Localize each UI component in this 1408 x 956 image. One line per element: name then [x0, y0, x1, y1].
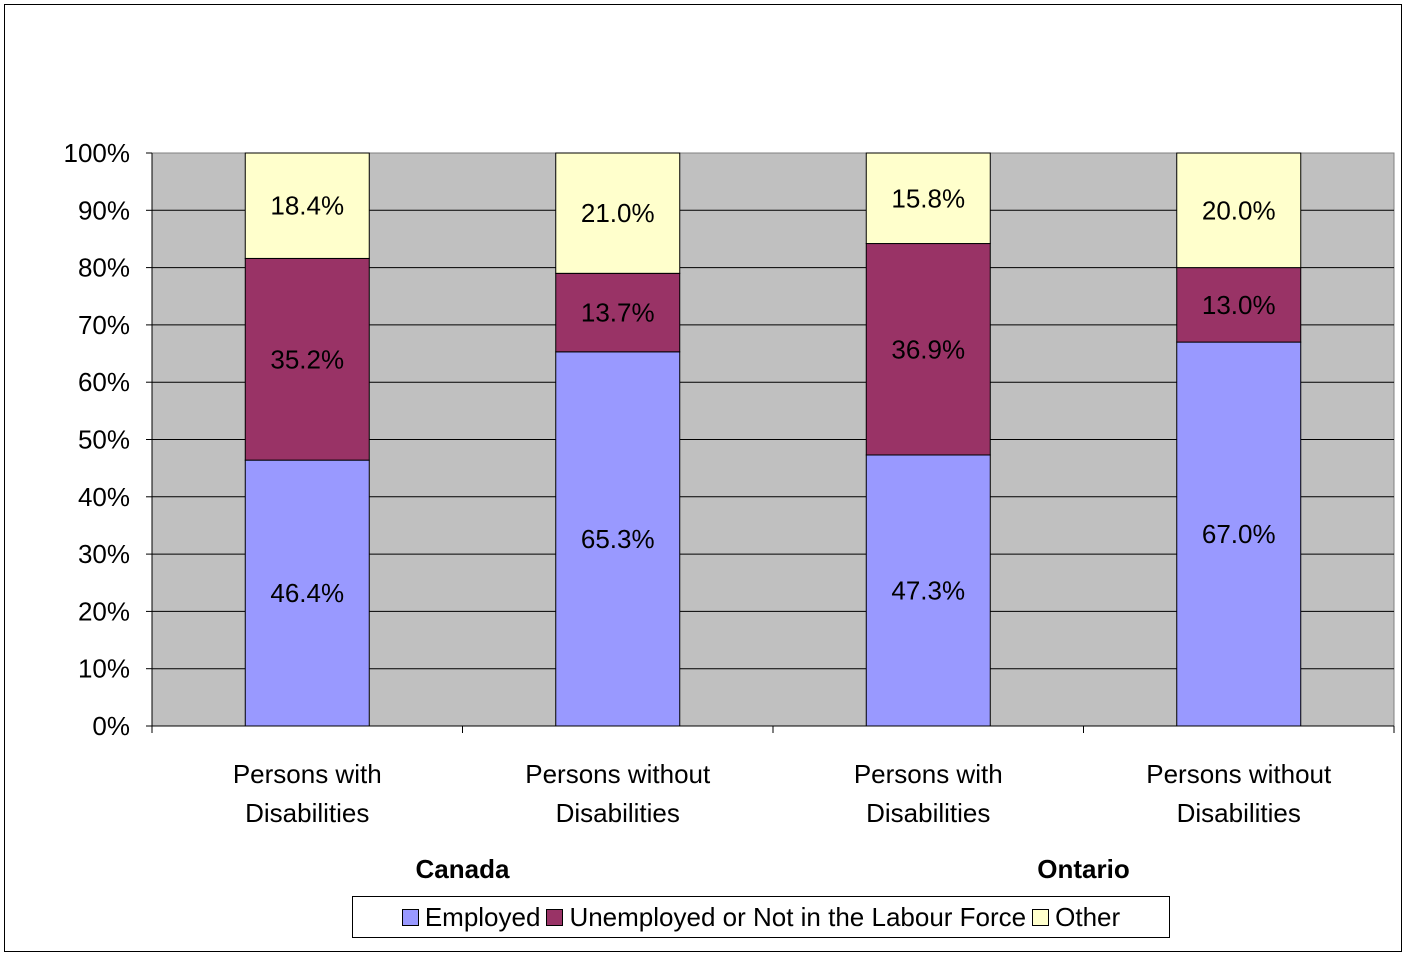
y-tick-label: 90%	[78, 195, 130, 225]
y-tick-label: 80%	[78, 253, 130, 283]
bar-segment	[555, 351, 681, 727]
category-label: Disabilities	[245, 798, 369, 828]
bar-segment	[865, 454, 991, 727]
legend-swatch	[1032, 908, 1050, 926]
data-label: 35.2%	[270, 344, 344, 374]
data-label: 20.0%	[1202, 195, 1276, 225]
data-label: 21.0%	[581, 198, 655, 228]
bar-segment	[865, 152, 991, 245]
y-tick-label: 10%	[78, 654, 130, 684]
legend-item: Employed	[401, 901, 541, 933]
category-label: Disabilities	[556, 798, 680, 828]
y-tick-label: 100%	[64, 138, 131, 168]
y-tick-label: 20%	[78, 596, 130, 626]
legend-label: Unemployed or Not in the Labour Force	[569, 901, 1027, 932]
bar-segment	[555, 272, 681, 353]
data-label: 36.9%	[891, 334, 965, 364]
bar-segment	[244, 459, 370, 727]
data-label: 18.4%	[270, 191, 344, 221]
category-label: Persons with	[233, 759, 382, 789]
bar-segment	[555, 152, 681, 274]
bar-segment	[1176, 152, 1302, 269]
data-label: 13.7%	[581, 298, 655, 328]
bar-segment	[1176, 341, 1302, 727]
bar-segment	[244, 152, 370, 259]
legend-label: Other	[1055, 901, 1121, 932]
category-label: Disabilities	[866, 798, 990, 828]
y-tick-label: 70%	[78, 310, 130, 340]
bar-segment	[1176, 267, 1302, 343]
bar-segment	[244, 257, 370, 461]
data-label: 67.0%	[1202, 519, 1276, 549]
data-label: 65.3%	[581, 524, 655, 554]
data-label: 13.0%	[1202, 290, 1276, 320]
y-tick-label: 0%	[92, 711, 130, 741]
y-tick-label: 40%	[78, 482, 130, 512]
data-label: 46.4%	[270, 578, 344, 608]
legend-swatch	[401, 908, 419, 926]
data-label: 15.8%	[891, 183, 965, 213]
y-tick-label: 50%	[78, 425, 130, 455]
group-label: Canada	[416, 854, 510, 884]
y-tick-label: 30%	[78, 539, 130, 569]
category-label: Persons without	[525, 759, 711, 789]
group-label: Ontario	[1037, 854, 1129, 884]
legend-item: Unemployed or Not in the Labour Force	[546, 902, 1026, 933]
legend-item: Other	[1032, 902, 1120, 933]
y-tick-label: 60%	[78, 367, 130, 397]
category-label: Disabilities	[1177, 798, 1301, 828]
category-label: Persons with	[854, 759, 1003, 789]
data-label: 47.3%	[891, 575, 965, 605]
category-label: Persons without	[1146, 759, 1332, 789]
legend: Employed Unemployed or Not in the Labour …	[352, 896, 1170, 938]
legend-swatch	[546, 908, 564, 926]
legend-label: Employed	[424, 901, 541, 932]
bar-segment	[865, 243, 991, 456]
